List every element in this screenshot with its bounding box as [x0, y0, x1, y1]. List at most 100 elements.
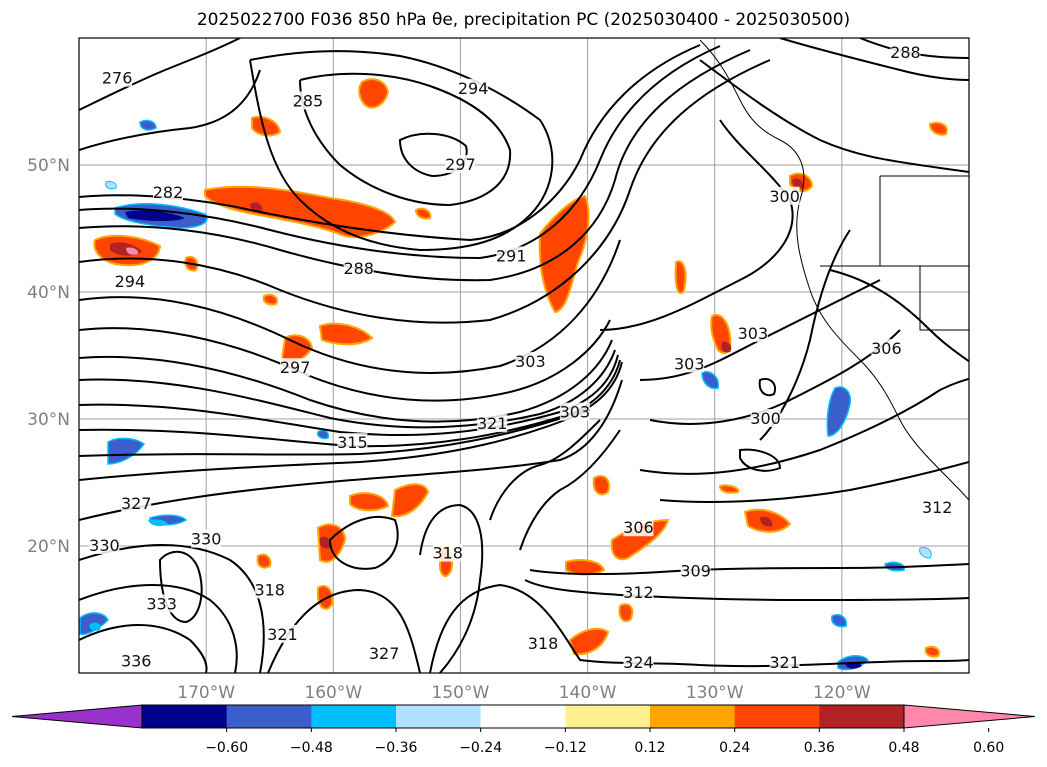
contour-label-bg-19: [89, 536, 120, 554]
lon-tick-label-2: 150°W: [432, 683, 490, 703]
contour-label-bg-32: [769, 652, 800, 671]
contour-label-bg-33: [890, 43, 921, 62]
contour-label-bg-8: [280, 358, 311, 377]
colorbar-tick-label-9: 0.60: [973, 740, 1004, 756]
contour-label-33: 288: [890, 43, 921, 62]
latitude-tick-labels: 50°N 40°N 30°N 20°N: [27, 156, 70, 557]
contour-label-bg-0: [102, 68, 133, 87]
colorbar-tick-label-7: 0.36: [804, 740, 835, 756]
contour-label-25: 336: [121, 652, 152, 671]
colorbar-tick-label-0: −0.60: [205, 740, 248, 756]
contour-label-bg-26: [432, 543, 463, 562]
contour-label-4: 282: [153, 183, 184, 202]
contour-label-31: 324: [623, 653, 654, 672]
contour-label-bg-21: [146, 594, 177, 613]
contour-label-bg-12: [871, 339, 902, 358]
contour-label-12: 306: [871, 339, 902, 358]
lon-tick-label-1: 160°W: [304, 683, 362, 703]
colorbar-tick-label-6: 0.24: [719, 740, 750, 756]
colorbar-tick-label-4: −0.12: [544, 740, 587, 756]
lat-tick-label-2: 30°N: [27, 410, 70, 430]
contour-label-3: 297: [445, 155, 476, 174]
contour-label-5: 288: [343, 259, 374, 278]
contour-label-bg-23: [267, 624, 298, 643]
colorbar-extend-high: [903, 704, 1036, 729]
contour-label-22: 318: [254, 580, 285, 599]
colorbar-extend-low: [11, 704, 143, 729]
contour-label-2: 294: [458, 79, 489, 98]
colorbar-segment-5: [565, 705, 651, 728]
colorbar-tick-labels: −0.60 −0.48 −0.36 −0.24 −0.12 0.12 0.24 0.36 0.4…: [205, 728, 1004, 756]
contour-label-bg-3: [445, 155, 476, 173]
contour-label-bg-15: [559, 402, 590, 421]
contour-label-13: 300: [750, 409, 781, 428]
contour-label-18: 327: [121, 494, 152, 513]
contour-label-bg-22: [254, 580, 285, 599]
graticule: [79, 38, 969, 673]
colorbar-tick-label-3: −0.24: [459, 740, 502, 756]
contour-label-23: 321: [267, 625, 298, 644]
contour-label-16: 315: [337, 433, 368, 452]
contour-label-bg-34: [922, 497, 953, 516]
colorbar-segment-4: [480, 705, 566, 728]
contour-label-7: 294: [115, 272, 146, 291]
contour-label-8: 297: [280, 358, 311, 377]
longitude-tick-labels: 170°W 160°W 150°W 140°W 130°W 120°W: [177, 683, 871, 703]
contour-label-bg-4: [153, 182, 183, 201]
contour-label-30: 318: [528, 634, 559, 653]
colorbar-segment-1: [226, 705, 312, 728]
contour-label-bg-18: [121, 494, 152, 513]
contour-label-bg-30: [528, 633, 559, 652]
contour-label-bg-5: [343, 259, 374, 278]
contour-label-bg-29: [623, 582, 654, 601]
contour-label-bg-25: [121, 651, 152, 670]
contour-label-bg-17: [477, 414, 508, 433]
contour-label-28: 309: [680, 561, 711, 580]
contour-label-bg-6: [496, 246, 527, 265]
contour-label-9: 303: [515, 352, 546, 371]
colorbar: [11, 704, 1036, 729]
colorbar-segment-3: [396, 705, 482, 728]
contour-label-bg-13: [750, 409, 781, 427]
colorbar-tick-label-1: −0.48: [290, 740, 333, 756]
contour-label-bg-24: [369, 643, 400, 662]
contour-label-bg-2: [458, 78, 489, 97]
coastlines: [699, 39, 969, 501]
lat-tick-label-1: 40°N: [27, 283, 70, 303]
contour-label-bg-20: [191, 529, 222, 548]
contour-label-11: 303: [738, 324, 769, 343]
colorbar-segment-7: [734, 705, 820, 728]
contour-label-24: 327: [369, 644, 400, 663]
contour-label-bg-31: [623, 652, 654, 671]
lon-tick-label-5: 120°W: [813, 683, 871, 703]
theta-e-contours: [79, 38, 969, 673]
lat-tick-label-0: 50°N: [27, 156, 70, 176]
contour-label-14: 300: [769, 187, 800, 206]
contour-label-bg-9: [515, 351, 546, 370]
contour-label-27: 306: [623, 518, 654, 537]
contour-label-20: 330: [191, 530, 222, 549]
contour-label-bg-7: [114, 271, 145, 290]
lon-tick-label-3: 140°W: [559, 683, 617, 703]
colorbar-tick-label-8: 0.48: [888, 740, 919, 756]
contour-label-bg-28: [680, 561, 711, 580]
lon-tick-label-0: 170°W: [177, 683, 235, 703]
contour-label-29: 312: [623, 583, 654, 602]
colorbar-segment-8: [819, 705, 905, 728]
contour-label-bg-14: [769, 186, 800, 205]
contour-label-21: 333: [146, 594, 177, 613]
colorbar-segment-2: [311, 705, 397, 728]
contour-labels: 276 285 294 297 282 288 291 294 297 303 303 303 306 3…: [89, 43, 952, 672]
colorbar-tick-label-5: 0.12: [634, 740, 665, 756]
contour-label-15: 303: [560, 403, 591, 422]
contour-label-19: 330: [89, 536, 120, 555]
colorbar-segment-0: [142, 705, 228, 728]
contour-label-17: 321: [477, 414, 508, 433]
contour-label-0: 276: [102, 69, 133, 88]
colorbar-tick-label-2: −0.36: [375, 740, 418, 756]
contour-label-bg-1: [292, 91, 323, 110]
colorbar-segment-6: [650, 705, 736, 728]
contour-label-bg-16: [337, 433, 368, 452]
map-frame: [78, 37, 970, 674]
